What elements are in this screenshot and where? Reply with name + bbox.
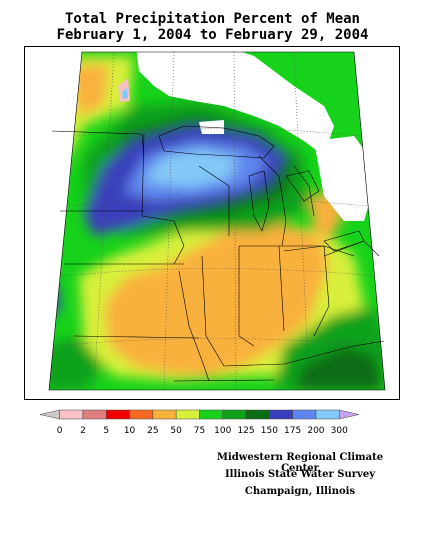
legend-label: 0: [57, 426, 63, 436]
precipitation-field: [49, 52, 385, 390]
field-no-data-north: [136, 52, 334, 156]
legend-swatch: [152, 409, 177, 420]
field-very-wet-north: [142, 149, 239, 188]
legend-swatch: [106, 409, 130, 420]
field-high-southeast: [294, 346, 384, 390]
legend-swatch: [245, 409, 270, 420]
legend-label: 100: [214, 426, 231, 436]
legend-label: 150: [261, 426, 278, 436]
legend-swatch: [339, 409, 359, 420]
lake-outlines: [158, 125, 365, 252]
map-projection-edge: [48, 51, 386, 391]
legend-label: 5: [103, 426, 109, 436]
legend-swatch: [175, 409, 200, 420]
legend-label: 2: [80, 426, 86, 436]
legend-label: 200: [307, 426, 324, 436]
legend-swatch: [222, 409, 247, 420]
field-no-data-lake: [199, 120, 224, 134]
legend-label: 300: [331, 426, 348, 436]
legend-label: 10: [124, 426, 136, 436]
legend-swatch: [129, 409, 154, 420]
legend-label: 25: [147, 426, 158, 436]
legend-swatch: [292, 409, 317, 420]
field-wet-pocket: [122, 88, 128, 99]
legend-swatch: [82, 409, 107, 420]
field-no-data-east: [314, 136, 374, 221]
credit-survey: Illinois State Water Survey: [224, 469, 376, 480]
legend-swatch: [315, 409, 340, 420]
credit-center: Midwestern Regional Climate Center: [216, 452, 384, 474]
credit-location: Champaign, Illinois: [244, 486, 356, 497]
legend-swatch: [199, 409, 223, 420]
legend-label: 50: [170, 426, 182, 436]
legend-label: 175: [284, 426, 301, 436]
map-title-line-1: Total Precipitation Percent of Mean: [64, 11, 360, 27]
legend-label: 75: [194, 426, 205, 436]
map-title-line-2: February 1, 2004 to February 29, 2004: [56, 27, 369, 43]
legend-swatch: [269, 409, 293, 420]
graticule: [53, 51, 385, 391]
legend-swatch: [40, 409, 60, 420]
legend-swatch: [59, 409, 84, 420]
precipitation-map: [24, 46, 400, 400]
state-boundaries: [51, 130, 385, 382]
legend-label: 125: [237, 426, 254, 436]
color-legend: 0 2 5 10 25 50 75 100 125 150 175 200 300: [40, 409, 359, 436]
field-deficit-core: [104, 224, 329, 376]
